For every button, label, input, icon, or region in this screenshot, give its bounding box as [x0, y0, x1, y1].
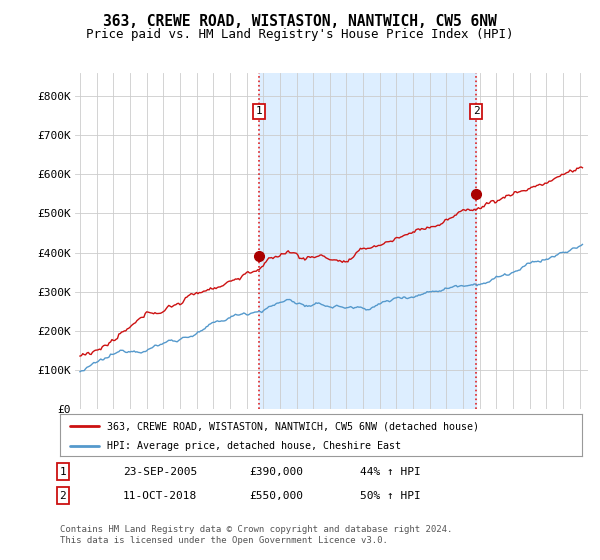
Text: 363, CREWE ROAD, WISTASTON, NANTWICH, CW5 6NW (detached house): 363, CREWE ROAD, WISTASTON, NANTWICH, CW…	[107, 421, 479, 431]
Text: 2: 2	[59, 491, 67, 501]
Text: 1: 1	[256, 106, 262, 116]
Text: 50% ↑ HPI: 50% ↑ HPI	[360, 491, 421, 501]
Text: 44% ↑ HPI: 44% ↑ HPI	[360, 466, 421, 477]
Text: 11-OCT-2018: 11-OCT-2018	[123, 491, 197, 501]
Text: Price paid vs. HM Land Registry's House Price Index (HPI): Price paid vs. HM Land Registry's House …	[86, 28, 514, 41]
Text: 1: 1	[59, 466, 67, 477]
Text: £550,000: £550,000	[249, 491, 303, 501]
Text: 23-SEP-2005: 23-SEP-2005	[123, 466, 197, 477]
Text: £390,000: £390,000	[249, 466, 303, 477]
Text: 2: 2	[473, 106, 479, 116]
Text: HPI: Average price, detached house, Cheshire East: HPI: Average price, detached house, Ches…	[107, 441, 401, 451]
Bar	[259, 73, 476, 409]
Text: 363, CREWE ROAD, WISTASTON, NANTWICH, CW5 6NW: 363, CREWE ROAD, WISTASTON, NANTWICH, CW…	[103, 14, 497, 29]
Text: Contains HM Land Registry data © Crown copyright and database right 2024.
This d: Contains HM Land Registry data © Crown c…	[60, 525, 452, 545]
